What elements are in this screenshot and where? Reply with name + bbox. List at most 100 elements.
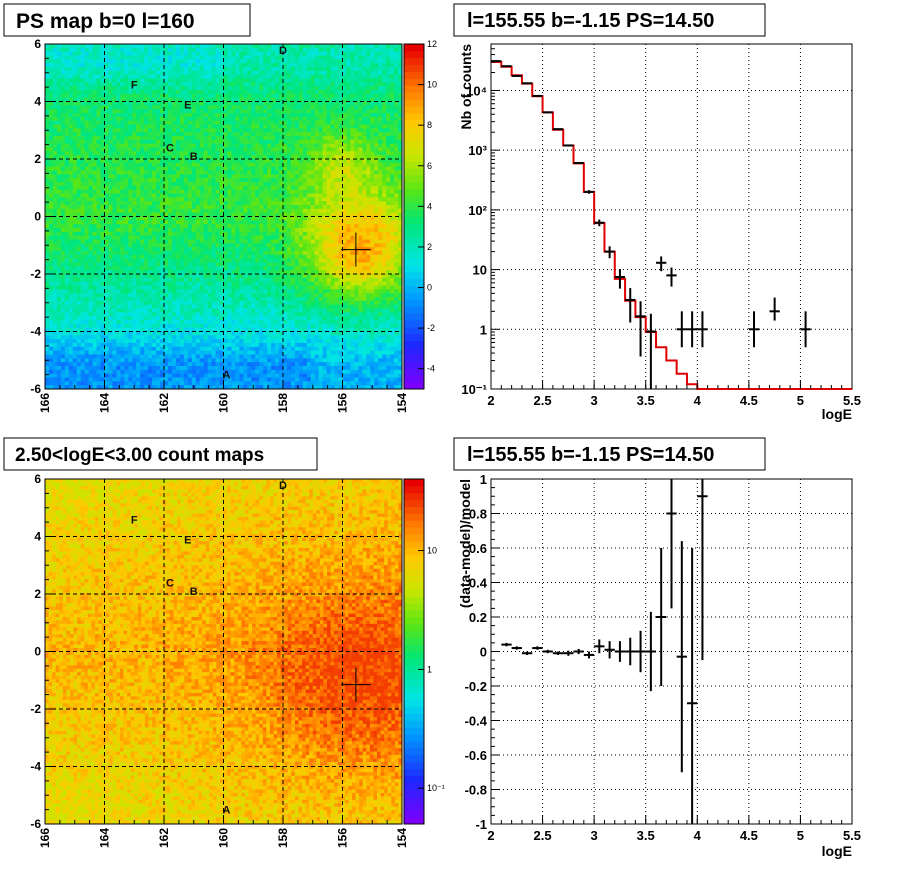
heatmap-cell [298, 113, 304, 118]
heatmap-cell [140, 189, 145, 194]
heatmap-cell [378, 78, 383, 83]
heatmap-cell [187, 136, 193, 141]
heatmap-cell [318, 116, 324, 122]
heatmap-cell [104, 63, 109, 68]
heatmap-cell [108, 185, 113, 191]
heatmap-cell [56, 159, 62, 164]
heatmap-cell [45, 86, 50, 91]
heatmap-cell [286, 159, 292, 164]
heatmap-cell [128, 224, 133, 229]
heatmap-cell [187, 120, 193, 125]
heatmap-cell [370, 174, 375, 179]
heatmap-cell [290, 97, 296, 102]
heatmap-cell [160, 120, 165, 125]
heatmap-cell [255, 70, 260, 76]
heatmap-cell [68, 170, 74, 175]
heatmap-cell [80, 208, 86, 214]
heatmap-cell [239, 120, 244, 125]
heatmap-cell [283, 220, 288, 225]
heatmap-cell [96, 63, 101, 68]
heatmap-cell [160, 93, 165, 99]
heatmap-cell [279, 247, 284, 252]
heatmap-cell [318, 151, 324, 156]
heatmap-cell [267, 197, 272, 202]
heatmap-cell [271, 70, 276, 76]
heatmap-cell [136, 128, 141, 133]
heatmap-cell [330, 231, 335, 237]
heatmap-cell [148, 208, 153, 214]
heatmap-cell [132, 159, 137, 164]
heatmap-cell [211, 109, 216, 114]
heatmap-cell [72, 82, 78, 87]
heatmap-cell [318, 212, 324, 217]
heatmap-cell [175, 47, 181, 53]
heatmap-cell [247, 201, 252, 206]
heatmap-cell [80, 193, 86, 198]
heatmap-cell [366, 78, 371, 83]
heatmap-cell [263, 55, 268, 60]
heatmap-cell [354, 78, 359, 83]
heatmap-cell [195, 124, 201, 129]
heatmap-cell [350, 185, 355, 191]
heatmap-cell [132, 166, 137, 171]
heatmap-cell [215, 162, 220, 168]
heatmap-cell [128, 185, 133, 191]
heatmap-cell [215, 128, 220, 133]
heatmap-cell [247, 166, 252, 171]
heatmap-cell [259, 201, 264, 206]
heatmap-cell [219, 93, 224, 99]
heatmap-cell [302, 109, 308, 114]
heatmap-cell [211, 231, 216, 237]
heatmap-cell [136, 239, 141, 244]
heatmap-cell [72, 101, 78, 106]
heatmap-cell [156, 109, 161, 114]
heatmap-cell [306, 51, 312, 56]
heatmap-cell [231, 101, 236, 106]
heatmap-cell [275, 109, 280, 114]
heatmap-cell [64, 247, 70, 252]
heatmap-cell [374, 235, 379, 240]
heatmap-cell [390, 216, 395, 221]
heatmap-cell [195, 212, 201, 217]
heatmap-cell [290, 139, 296, 145]
heatmap-cell [207, 224, 212, 229]
heatmap-cell [72, 193, 78, 198]
heatmap-cell [96, 109, 101, 114]
heatmap-cell [132, 55, 137, 60]
heatmap-cell [330, 189, 335, 194]
heatmap-cell [187, 212, 193, 217]
heatmap-cell [203, 151, 209, 156]
heatmap-cell [298, 136, 304, 141]
heatmap-cell [203, 120, 209, 125]
heatmap-cell [144, 113, 149, 118]
heatmap-cell [183, 235, 189, 240]
heatmap-cell [302, 193, 308, 198]
heatmap-cell [167, 136, 173, 141]
heatmap-cell [68, 251, 74, 256]
heatmap-cell [76, 116, 82, 122]
heatmap-cell [318, 109, 324, 114]
heatmap-cell [314, 235, 320, 240]
heatmap-cell [84, 139, 90, 145]
heatmap-cell [247, 239, 252, 244]
heatmap-cell [378, 201, 383, 206]
heatmap-cell [374, 251, 379, 256]
heatmap-cell [132, 182, 137, 187]
heatmap-cell [231, 116, 236, 122]
heatmap-cell [64, 231, 70, 237]
heatmap-cell [128, 189, 133, 194]
heatmap-cell [195, 220, 201, 225]
heatmap-cell [283, 124, 288, 129]
heatmap-cell [100, 116, 105, 122]
heatmap-cell [275, 212, 280, 217]
heatmap-cell [112, 208, 117, 214]
heatmap-cell [302, 67, 308, 72]
heatmap-cell [179, 47, 185, 53]
heatmap-cell [132, 51, 137, 56]
heatmap-cell [294, 159, 300, 164]
heatmap-cell [255, 86, 260, 91]
heatmap-cell [338, 109, 343, 114]
heatmap-cell [64, 239, 70, 244]
heatmap-cell [219, 185, 224, 191]
heatmap-cell [116, 159, 121, 164]
